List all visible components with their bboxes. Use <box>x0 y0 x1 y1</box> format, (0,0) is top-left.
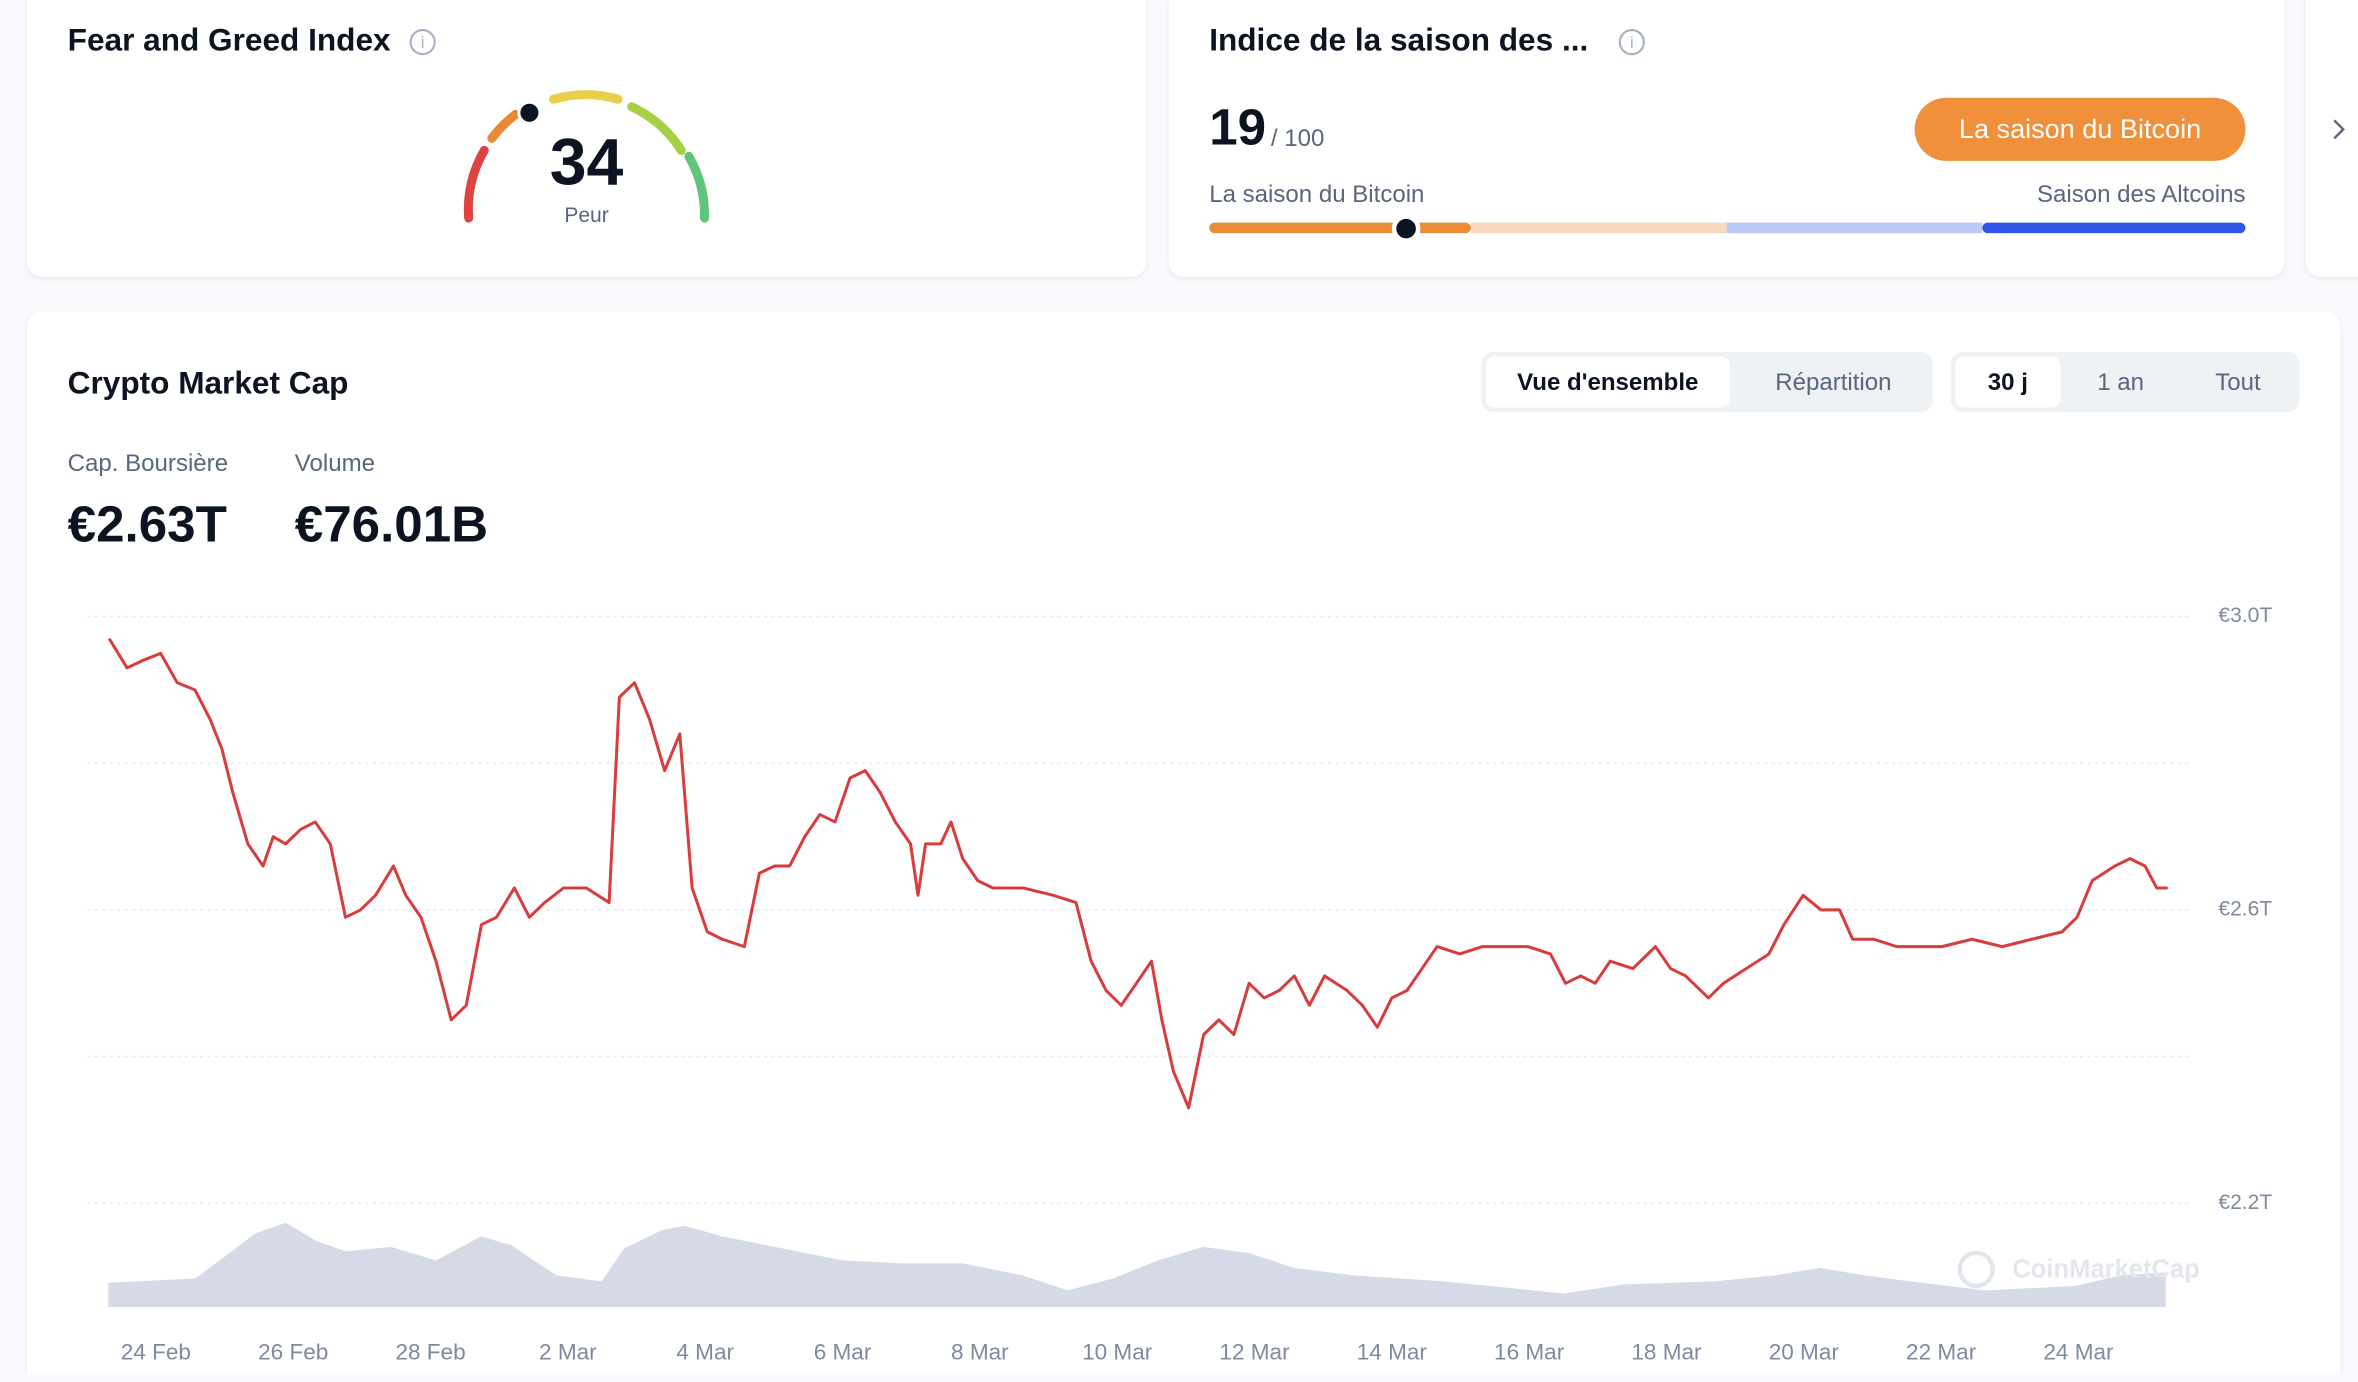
x-tick-label: 28 Feb <box>395 1340 465 1365</box>
track <box>1470 222 1727 234</box>
track <box>1209 222 1471 234</box>
x-tick-label: 20 Mar <box>1769 1340 1840 1365</box>
tab[interactable]: Répartition <box>1775 369 1891 396</box>
range-active[interactable] <box>1955 356 2061 408</box>
x-tick-label: 6 Mar <box>814 1340 872 1365</box>
index-max: / 100 <box>1271 125 1324 152</box>
index-value: 19 <box>1209 98 1266 155</box>
info-icon[interactable] <box>409 29 436 56</box>
card <box>2305 0 2358 277</box>
watermark-logo <box>1957 1250 1996 1289</box>
range[interactable]: Tout <box>2215 369 2261 396</box>
track <box>1982 222 2246 234</box>
card <box>27 311 2341 1382</box>
stat-label: Volume <box>295 450 375 477</box>
x-tick-label: 22 Mar <box>1906 1340 1977 1365</box>
x-tick-label: 8 Mar <box>951 1340 1009 1365</box>
scale-left-label: La saison du Bitcoin <box>1209 181 1424 208</box>
gauge-arc <box>463 145 489 223</box>
range[interactable]: 1 an <box>2097 369 2144 396</box>
widget-title: Indice de la saison des ... <box>1209 21 1588 57</box>
tab[interactable]: Vue d'ensemble <box>1517 369 1698 396</box>
index-knob <box>1391 214 1421 243</box>
gauge-label: Peur <box>564 204 608 227</box>
y-tick-label: €2.6T <box>2218 897 2272 920</box>
y-tick-label: €3.0T <box>2218 604 2272 627</box>
next-arrow[interactable] <box>2333 119 2345 140</box>
x-tick-label: 16 Mar <box>1494 1340 1565 1365</box>
gauge-arc <box>487 109 521 143</box>
track <box>1726 222 1983 234</box>
gauge-arc <box>684 151 709 223</box>
stat-label: Cap. Boursière <box>68 450 228 477</box>
card <box>1168 0 2285 277</box>
x-tick-label: 14 Mar <box>1357 1340 1428 1365</box>
x-tick-label: 24 Feb <box>121 1340 191 1365</box>
volume-area <box>108 1222 2166 1307</box>
widget-title: Fear and Greed Index <box>68 21 391 57</box>
gauge-value: 34 <box>550 125 624 199</box>
gauge-arc <box>627 102 686 155</box>
season-button-label: La saison du Bitcoin <box>1959 113 2201 144</box>
y-tick-label: €2.2T <box>2218 1191 2272 1214</box>
x-tick-label: 12 Mar <box>1219 1340 1290 1365</box>
card <box>27 0 1147 277</box>
gauge-arc <box>548 90 623 104</box>
info-icon: i <box>421 33 425 52</box>
tab-active[interactable] <box>1485 356 1730 408</box>
info-icon: i <box>1630 33 1634 52</box>
x-tick-label: 18 Mar <box>1631 1340 1702 1365</box>
gauge <box>463 90 709 223</box>
market-cap-line <box>107 637 2168 1110</box>
season-button[interactable] <box>1914 97 2246 161</box>
x-tick-label: 26 Feb <box>258 1340 328 1365</box>
scale-right-label: Saison des Altcoins <box>2037 181 2246 208</box>
chart-title: Crypto Market Cap <box>68 364 349 400</box>
stat-value: €76.01B <box>295 495 488 552</box>
x-tick-label: 10 Mar <box>1082 1340 1153 1365</box>
stat-value: €2.63T <box>68 495 227 552</box>
range[interactable]: 30 j <box>1988 369 2028 396</box>
x-tick-label: 4 Mar <box>676 1340 734 1365</box>
gauge-knob <box>517 100 542 125</box>
x-tick-label: 24 Mar <box>2043 1340 2114 1365</box>
info-icon[interactable] <box>1618 29 1645 56</box>
watermark: CoinMarketCap <box>2012 1256 2199 1284</box>
x-tick-label: 2 Mar <box>539 1340 597 1365</box>
